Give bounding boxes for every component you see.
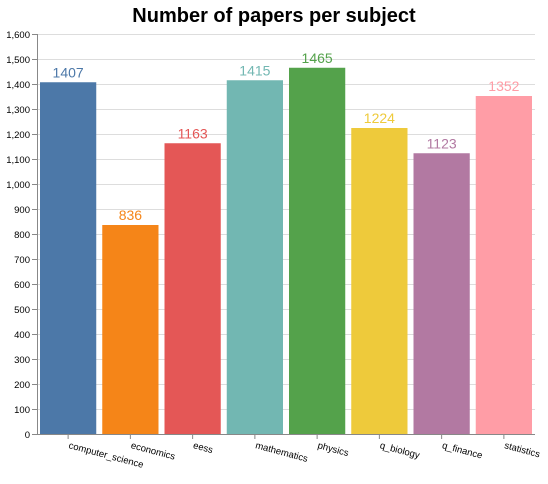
bar-q-finance xyxy=(413,153,470,434)
y-tick-label: 0 xyxy=(25,430,30,441)
data-label: 1465 xyxy=(302,50,333,66)
data-label: 1407 xyxy=(53,64,84,80)
y-tick-label: 1,200 xyxy=(6,130,30,141)
y-tick-label: 300 xyxy=(14,355,30,366)
bar-mathematics xyxy=(226,80,283,434)
y-tick-label: 800 xyxy=(14,230,30,241)
data-label: 1352 xyxy=(488,78,519,94)
bar-statistics xyxy=(475,96,532,434)
y-tick-label: 1,500 xyxy=(6,55,30,66)
bar-q-biology xyxy=(351,128,408,434)
x-tick-label: statistics xyxy=(503,440,541,460)
y-tick-label: 100 xyxy=(14,405,30,416)
chart-title: Number of papers per subject xyxy=(132,5,416,27)
x-tick-label: eess xyxy=(192,440,214,456)
x-tick-label: physics xyxy=(316,440,350,459)
y-tick-label: 1,600 xyxy=(6,30,30,41)
y-tick-label: 400 xyxy=(14,330,30,341)
bar-computer-science xyxy=(40,82,97,434)
data-label: 1163 xyxy=(178,125,208,141)
x-tick-label: q_biology xyxy=(379,440,421,461)
y-axis: 0 100 200 300 400 500 600 700 800 900 1,000 1,100 1,… xyxy=(6,30,38,441)
bar-physics xyxy=(289,67,346,434)
y-tick-label: 500 xyxy=(14,305,30,316)
y-tick-label: 1,400 xyxy=(6,80,30,91)
y-tick-label: 1,000 xyxy=(6,180,30,191)
x-tick-label: mathematics xyxy=(254,440,309,465)
data-label: 1123 xyxy=(427,135,457,151)
bar-eess xyxy=(164,143,221,434)
y-tick-label: 1,100 xyxy=(6,155,30,166)
data-label: 1224 xyxy=(364,110,395,126)
y-tick-label: 600 xyxy=(14,280,30,291)
y-tick-label: 900 xyxy=(14,205,30,216)
y-tick-label: 200 xyxy=(14,380,30,391)
data-label: 1415 xyxy=(239,62,270,78)
x-tick-label: q_finance xyxy=(441,440,484,461)
data-label: 836 xyxy=(119,207,143,223)
y-tick-label: 700 xyxy=(14,255,30,266)
y-tick-label: 1,300 xyxy=(6,105,30,116)
bars: 1407 836 1163 1415 1465 1224 1123 1352 xyxy=(40,50,532,434)
bar-economics xyxy=(102,225,159,434)
